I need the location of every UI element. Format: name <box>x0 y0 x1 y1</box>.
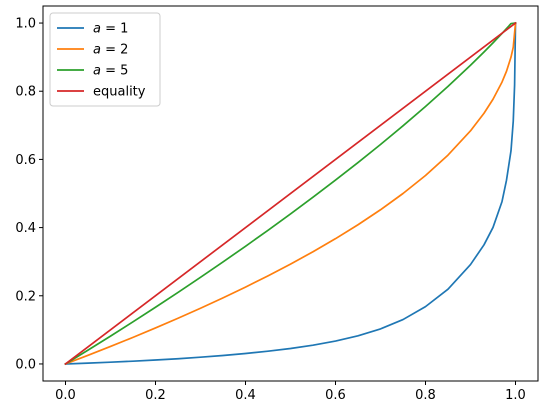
legend-label-4: equality <box>93 85 146 100</box>
y-tick-label: 0.0 <box>15 357 36 372</box>
y-axis: 0.0 0.2 0.4 0.6 0.8 1.0 <box>15 17 43 372</box>
x-tick-label: 0.6 <box>325 388 346 403</box>
y-tick-label: 0.8 <box>15 85 36 100</box>
y-tick-label: 0.4 <box>15 221 36 236</box>
x-tick-label: 0.8 <box>415 388 436 403</box>
series-line-3 <box>64 22 517 366</box>
legend-box <box>49 12 161 107</box>
series-line-2 <box>64 22 517 366</box>
x-axis: 0.0 0.2 0.4 0.6 0.8 1.0 <box>55 381 526 403</box>
axes-frame <box>42 5 539 382</box>
y-tick-label: 1.0 <box>15 17 36 32</box>
y-tick-label: 0.2 <box>15 289 36 304</box>
x-tick-label: 1.0 <box>505 388 526 403</box>
series-line-1 <box>64 22 517 365</box>
y-tick-label: 0.6 <box>15 153 36 168</box>
x-tick-label: 0.4 <box>235 388 256 403</box>
legend-var: a <box>93 64 101 79</box>
legend-label-2: a = 2 <box>93 43 128 58</box>
legend-rest: = 2 <box>101 43 128 58</box>
series-lines <box>64 21 517 366</box>
legend-rest: = 5 <box>101 64 128 79</box>
legend-rest: = 1 <box>101 22 128 37</box>
legend-var: a <box>93 43 101 58</box>
legend-var: a <box>93 22 101 37</box>
legend-label-1: a = 1 <box>93 22 128 37</box>
series-line-4 <box>64 21 517 366</box>
legend-label-3: a = 5 <box>93 64 128 79</box>
x-tick-label: 0.0 <box>55 388 76 403</box>
x-tick-label: 0.2 <box>145 388 166 403</box>
